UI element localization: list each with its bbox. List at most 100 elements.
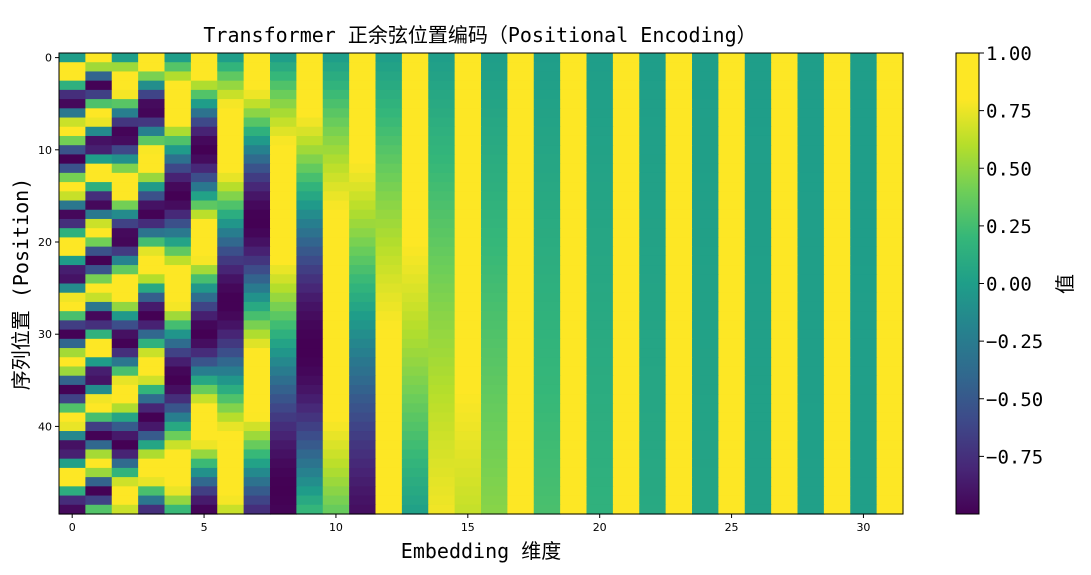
heatmap-cell: [481, 477, 508, 487]
heatmap-cell: [270, 495, 297, 506]
x-tick-label: 5: [201, 521, 208, 534]
heatmap-cell: [59, 384, 86, 395]
heatmap-cell: [217, 477, 245, 487]
heatmap-cell: [744, 89, 772, 100]
heatmap-cell: [243, 486, 271, 497]
heatmap-cell: [876, 145, 904, 156]
heatmap-cell: [718, 99, 746, 109]
heatmap-cell: [744, 384, 772, 395]
heatmap-cell: [797, 384, 825, 395]
heatmap-cell: [85, 209, 113, 220]
heatmap-cell: [823, 421, 851, 432]
heatmap-cell: [692, 172, 719, 183]
heatmap-cell: [322, 357, 350, 368]
heatmap-cell: [507, 62, 535, 73]
heatmap-cell: [560, 172, 588, 183]
heatmap-cell: [190, 172, 218, 183]
heatmap-cell: [718, 200, 746, 211]
heatmap-cell: [138, 449, 166, 460]
heatmap-cell: [797, 329, 825, 340]
heatmap-cell: [797, 246, 825, 257]
heatmap-cell: [533, 237, 561, 248]
heatmap-cell: [111, 301, 139, 312]
heatmap-cell: [85, 329, 113, 340]
heatmap-cell: [744, 255, 772, 266]
heatmap-cell: [823, 320, 851, 331]
heatmap-cell: [85, 283, 113, 294]
heatmap-cell: [823, 163, 851, 174]
heatmap-cell: [876, 80, 904, 91]
heatmap-cell: [850, 80, 878, 91]
heatmap-cell: [217, 154, 245, 165]
heatmap-cell: [481, 375, 508, 386]
heatmap-cell: [744, 99, 772, 109]
heatmap-cell: [850, 274, 878, 285]
heatmap-cell: [771, 228, 799, 238]
x-tick-label: 10: [329, 521, 343, 534]
heatmap-cell: [270, 320, 297, 331]
heatmap-cell: [401, 135, 429, 146]
heatmap-cell: [692, 154, 719, 165]
heatmap-cell: [744, 394, 772, 404]
heatmap-cell: [797, 191, 825, 202]
heatmap-cell: [692, 348, 719, 358]
heatmap-cell: [797, 218, 825, 229]
heatmap-cell: [876, 209, 904, 220]
heatmap-cell: [111, 449, 139, 460]
heatmap-cell: [797, 477, 825, 487]
heatmap-cell: [322, 329, 350, 340]
heatmap-cell: [481, 172, 508, 183]
heatmap-cell: [270, 375, 297, 386]
heatmap-cell: [349, 357, 377, 368]
heatmap-cell: [322, 126, 350, 137]
heatmap-cell: [507, 375, 535, 386]
heatmap-cell: [692, 283, 719, 294]
heatmap-cell: [560, 320, 588, 331]
heatmap-cell: [270, 182, 297, 192]
y-tick-label: 20: [38, 236, 52, 249]
heatmap-cell: [454, 283, 482, 294]
heatmap-cell: [533, 145, 561, 156]
heatmap-cell: [797, 458, 825, 469]
heatmap-cell: [59, 366, 86, 377]
heatmap-cell: [401, 117, 429, 128]
heatmap-cell: [586, 357, 614, 368]
heatmap-cell: [375, 458, 403, 469]
heatmap-cell: [718, 384, 746, 395]
heatmap-cell: [612, 403, 640, 414]
heatmap-cell: [481, 80, 508, 91]
heatmap-cell: [190, 274, 218, 285]
heatmap-cell: [560, 209, 588, 220]
heatmap-cell: [744, 265, 772, 275]
heatmap-cell: [138, 53, 166, 63]
heatmap-cell: [533, 53, 561, 63]
heatmap-cell: [85, 53, 113, 63]
heatmap-cell: [190, 412, 218, 423]
heatmap-cell: [428, 348, 456, 358]
heatmap-cell: [428, 200, 456, 211]
heatmap-cell: [507, 89, 535, 100]
heatmap-cell: [744, 329, 772, 340]
heatmap-cell: [692, 504, 719, 515]
heatmap-cell: [533, 255, 561, 266]
heatmap-cell: [533, 246, 561, 257]
heatmap-cell: [59, 265, 86, 275]
heatmap-cell: [876, 117, 904, 128]
heatmap-cell: [217, 200, 245, 211]
heatmap-cell: [850, 163, 878, 174]
heatmap-cell: [612, 209, 640, 220]
heatmap-cell: [507, 504, 535, 515]
heatmap-cell: [322, 320, 350, 331]
heatmap-cell: [665, 431, 693, 441]
heatmap-cell: [507, 301, 535, 312]
heatmap-cell: [507, 209, 535, 220]
heatmap-cell: [586, 486, 614, 497]
heatmap-cell: [428, 504, 456, 515]
heatmap-cell: [243, 421, 271, 432]
heatmap-cell: [665, 348, 693, 358]
heatmap-cell: [876, 135, 904, 146]
heatmap-cell: [639, 228, 667, 238]
heatmap-cell: [744, 182, 772, 192]
heatmap-cell: [771, 117, 799, 128]
